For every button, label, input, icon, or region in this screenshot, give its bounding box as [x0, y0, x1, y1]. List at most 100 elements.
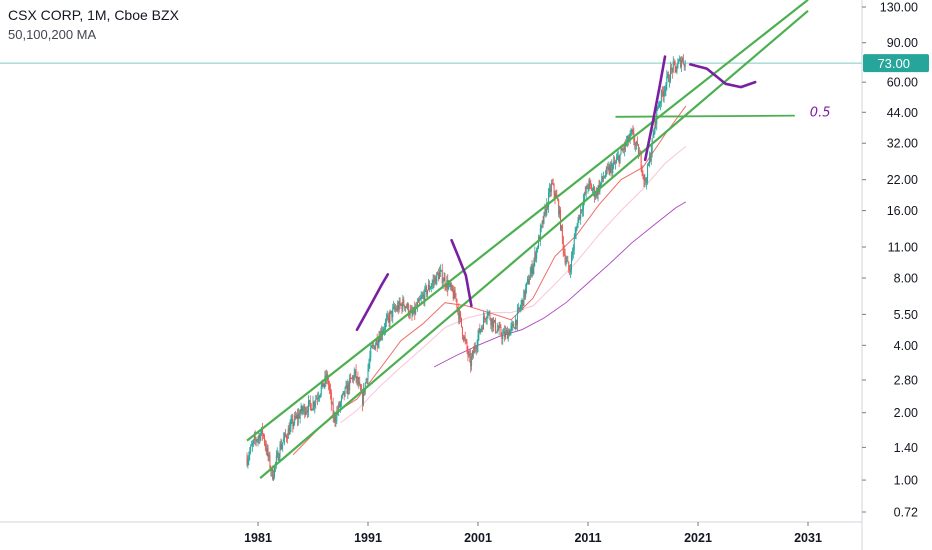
- last-price-badge[interactable]: 73.00: [863, 54, 929, 73]
- candle: [430, 283, 432, 293]
- candle-body: [346, 385, 348, 394]
- candle-body: [282, 442, 284, 446]
- candle-body: [445, 285, 447, 288]
- candle: [585, 185, 587, 201]
- candle: [503, 327, 505, 334]
- candle: [513, 321, 515, 328]
- candle-body: [489, 312, 491, 320]
- candle-body: [434, 277, 436, 282]
- candle-body: [440, 270, 442, 272]
- candle-body: [420, 297, 422, 300]
- candle: [355, 364, 357, 384]
- candle-body: [273, 476, 275, 480]
- candle: [351, 375, 353, 383]
- candle-body: [516, 309, 518, 325]
- candle-body: [359, 382, 361, 385]
- candle-body: [653, 132, 655, 135]
- candle: [467, 345, 469, 362]
- candle: [285, 434, 287, 443]
- candle-body: [517, 307, 519, 310]
- candle: [295, 410, 297, 421]
- candle: [590, 179, 592, 190]
- candle: [441, 263, 443, 287]
- candle: [434, 274, 436, 286]
- symbol-title[interactable]: CSX CORP, 1M, Cboe BZX: [8, 7, 179, 23]
- candle-body: [602, 176, 604, 180]
- candle-body: [500, 327, 502, 335]
- candle: [489, 309, 491, 321]
- candle: [399, 297, 401, 310]
- candle: [559, 205, 561, 219]
- candle: [297, 408, 299, 426]
- candle: [575, 226, 577, 240]
- candle: [292, 413, 294, 433]
- candle: [537, 245, 539, 253]
- candle: [428, 280, 430, 293]
- candle-body: [592, 190, 594, 192]
- candle-body: [485, 318, 487, 320]
- candle-body: [683, 64, 685, 67]
- candle-body: [309, 400, 311, 404]
- candle: [463, 335, 465, 342]
- candle: [677, 58, 679, 69]
- candle: [250, 444, 252, 455]
- candle: [589, 177, 591, 190]
- candle: [516, 304, 518, 331]
- level-line: [615, 114, 795, 118]
- candle: [587, 184, 589, 194]
- candle-body: [479, 328, 481, 333]
- candle: [400, 303, 402, 307]
- candle: [531, 259, 533, 278]
- indicator-legend[interactable]: 50,100,200 MA: [8, 27, 97, 42]
- candle-body: [654, 119, 656, 133]
- candle-body: [473, 346, 475, 354]
- candle-body: [430, 285, 432, 288]
- candle-body: [551, 182, 553, 184]
- candle-body: [267, 448, 269, 457]
- candle-body: [439, 271, 440, 280]
- candle: [659, 100, 661, 111]
- candle: [389, 309, 391, 328]
- candle-body: [383, 329, 385, 333]
- candle-body: [347, 383, 349, 394]
- candle-body: [675, 66, 677, 73]
- candle: [256, 438, 258, 443]
- candle: [543, 211, 545, 225]
- candle: [609, 162, 611, 177]
- candle: [345, 380, 347, 389]
- candle-body: [373, 345, 375, 350]
- candle-body: [674, 62, 676, 67]
- candle: [436, 271, 438, 286]
- candle: [550, 179, 552, 197]
- candle-body: [405, 306, 407, 308]
- candle-body: [450, 283, 451, 288]
- candle: [663, 85, 665, 103]
- candle: [649, 152, 651, 163]
- candle-body: [414, 306, 416, 314]
- candle: [305, 407, 307, 417]
- price-tick-label: 0.72: [894, 506, 918, 520]
- candle-body: [543, 212, 545, 224]
- candle: [558, 198, 560, 218]
- candle-body: [610, 164, 612, 167]
- candle: [644, 173, 646, 188]
- candle: [509, 329, 511, 336]
- ma-100-line: [340, 145, 687, 424]
- candle-body: [527, 278, 529, 285]
- candle-body: [499, 326, 501, 328]
- annotation-layer[interactable]: 0.5: [246, 0, 830, 479]
- candle-body: [274, 465, 275, 477]
- candle-body: [512, 323, 514, 325]
- chart-legend: CSX CORP, 1M, Cboe BZX 50,100,200 MA: [8, 6, 179, 44]
- candle-body: [352, 376, 354, 380]
- candle-body: [340, 397, 342, 403]
- candle: [598, 179, 600, 195]
- candle-body: [483, 316, 484, 330]
- candle: [481, 325, 483, 333]
- candle: [366, 378, 368, 385]
- candle-body: [516, 319, 517, 325]
- candle: [572, 244, 574, 259]
- candle-body: [466, 341, 468, 350]
- candle: [280, 438, 282, 451]
